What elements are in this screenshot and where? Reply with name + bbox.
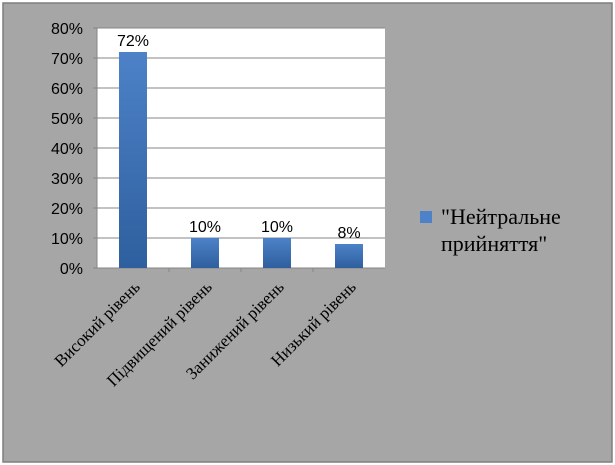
data-label: 72% xyxy=(117,33,149,50)
y-tick-label: 0% xyxy=(60,261,83,278)
bar xyxy=(191,238,219,268)
y-axis-tick-labels: 0% 10% 20% 30% 40% 50% 60% 70% 80% xyxy=(51,21,83,278)
y-tick-label: 20% xyxy=(51,201,83,218)
data-label: 10% xyxy=(189,219,221,236)
data-labels: 72% 10% 10% 8% xyxy=(117,33,361,242)
y-tick-label: 40% xyxy=(51,141,83,158)
data-label: 8% xyxy=(337,225,360,242)
bar xyxy=(335,244,363,268)
legend-swatch xyxy=(420,211,432,223)
y-tick-label: 70% xyxy=(51,51,83,68)
y-tick-label: 50% xyxy=(51,111,83,128)
bars xyxy=(119,52,363,268)
bar xyxy=(263,238,291,268)
bar xyxy=(119,52,147,268)
legend-label: "Нейтральне прийняття" xyxy=(441,204,561,256)
legend: "Нейтральне прийняття" xyxy=(420,204,561,256)
y-tick-label: 60% xyxy=(51,81,83,98)
y-tick-label: 80% xyxy=(51,21,83,38)
y-tick-label: 30% xyxy=(51,171,83,188)
y-tick-label: 10% xyxy=(51,231,83,248)
data-label: 10% xyxy=(261,219,293,236)
